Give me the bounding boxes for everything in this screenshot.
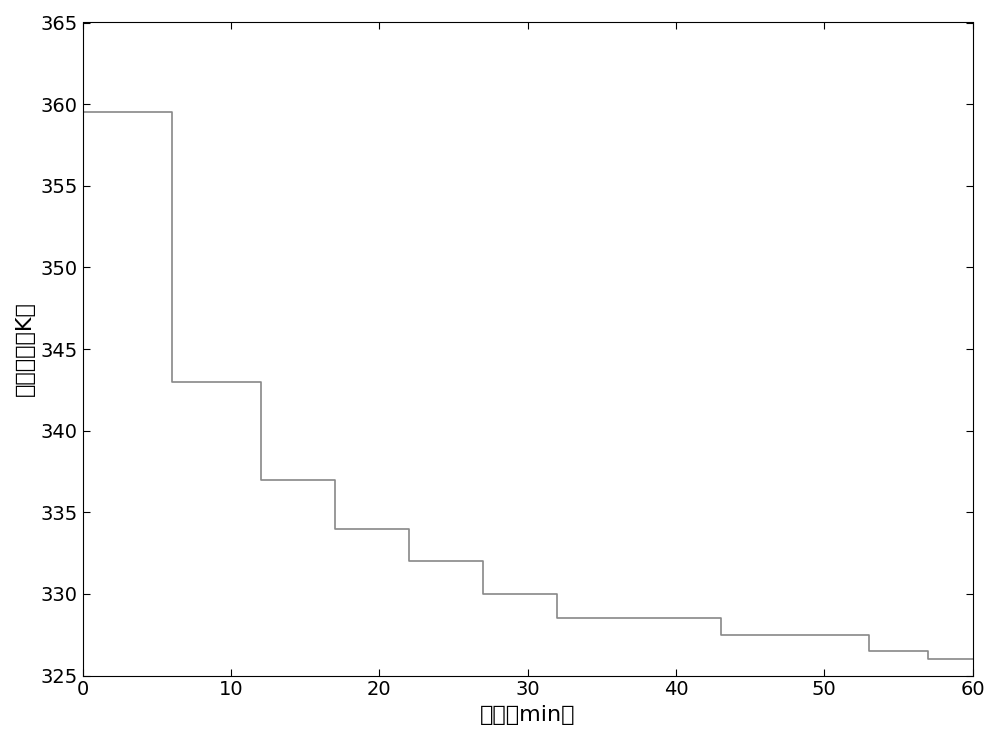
Y-axis label: 反应温度（K）: 反应温度（K） [15, 302, 35, 397]
X-axis label: 时间（min）: 时间（min） [480, 705, 575, 725]
